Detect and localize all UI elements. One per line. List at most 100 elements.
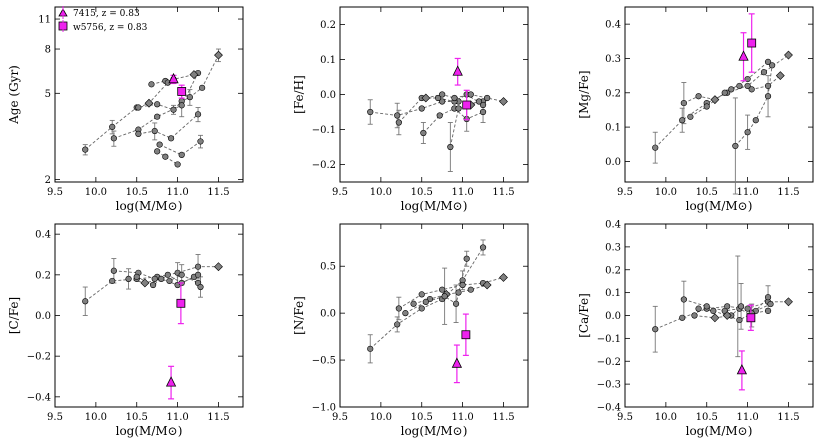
xtick-label: 10.0 xyxy=(85,187,107,198)
ytick-label: 0.3 xyxy=(605,54,621,65)
sample-point xyxy=(162,153,169,160)
sample-point xyxy=(451,94,458,102)
sample-point xyxy=(479,108,487,116)
sample-point xyxy=(680,296,687,303)
xtick-label: 10.5 xyxy=(126,187,148,198)
plot-frame-nfe xyxy=(339,223,529,408)
ytick-label: 0.0 xyxy=(320,90,336,101)
plot-frame-age xyxy=(54,6,244,183)
sample-point xyxy=(109,123,116,131)
ytick-label: −0.2 xyxy=(312,160,336,171)
ytick-label: −0.5 xyxy=(312,356,336,367)
sample-point xyxy=(151,275,158,283)
sample-point xyxy=(652,326,659,333)
sample-point xyxy=(410,300,417,307)
xtick-label: 10.0 xyxy=(85,412,107,423)
sample-track-line xyxy=(734,65,773,147)
ytick-label: 0.4 xyxy=(605,220,621,231)
sample-point xyxy=(764,82,772,90)
sample-point xyxy=(479,244,487,251)
sample-point xyxy=(736,82,743,90)
ytick-label: −0.4 xyxy=(27,392,51,403)
sample-point xyxy=(154,148,161,155)
ytick-label: 0.2 xyxy=(320,20,336,31)
plot-frame-cafe xyxy=(624,223,814,408)
sample-point xyxy=(695,305,702,312)
sample-point xyxy=(418,105,425,112)
sample-point xyxy=(744,305,751,312)
sample-point xyxy=(166,277,173,285)
sample-point xyxy=(178,271,185,278)
sample-point xyxy=(148,81,155,88)
ytick-label: 0.0 xyxy=(605,157,621,168)
panel-feh: 9.5 10.0 10.5 11.0 11.5 −0.2 −0.1 0.0 0.1 0.2 log(… xyxy=(292,6,529,213)
xtick-label: 11.5 xyxy=(492,412,514,423)
sample-point xyxy=(422,298,429,305)
sample-point xyxy=(167,135,175,142)
sample-point xyxy=(769,62,776,69)
sample-point xyxy=(459,281,466,289)
sample-point xyxy=(475,98,483,105)
sample-point xyxy=(149,281,157,289)
xtick-label: 11.5 xyxy=(777,187,799,198)
sample-point xyxy=(199,84,206,91)
sample-point xyxy=(164,271,171,278)
xtick-label: 10.5 xyxy=(411,187,433,198)
sample-point xyxy=(441,293,448,300)
sample-diamond-point xyxy=(214,262,223,272)
sample-point xyxy=(679,314,686,321)
xtick-label: 10.0 xyxy=(655,187,677,198)
sample-point xyxy=(109,277,116,285)
sample-point xyxy=(737,303,745,310)
panel-cafe: 9.5 10.0 10.5 11.0 11.5 −0.4 −0.3 −0.2 −0.1 0.0 0.… xyxy=(577,220,814,438)
target-7415-marker xyxy=(452,65,463,76)
sample-point xyxy=(151,127,158,135)
ytick-label: 0.5 xyxy=(320,262,336,273)
sample-point xyxy=(484,94,491,102)
xtick-label: 10.5 xyxy=(696,412,718,423)
sample-point xyxy=(452,300,460,307)
ytick-label: 5 xyxy=(45,89,51,100)
sample-point xyxy=(402,310,409,317)
ytick-label: 0.0 xyxy=(35,311,51,322)
sample-point xyxy=(194,271,202,278)
target-7415-marker xyxy=(168,72,179,84)
sample-point xyxy=(652,144,659,151)
xtick-label: 10.0 xyxy=(655,412,677,423)
target-w5756-marker xyxy=(746,313,756,323)
sample-point xyxy=(394,112,401,119)
sample-track-line xyxy=(654,54,789,149)
panel-nfe: 9.5 10.0 10.5 11.0 11.5 −1.0 −0.5 0.0 0.5 log(M/M… xyxy=(292,223,529,438)
ytick-label: −0.4 xyxy=(597,403,621,414)
ytick-label: 0.2 xyxy=(35,270,51,281)
xtick-label: 10.0 xyxy=(370,187,392,198)
ytick-label: 0.4 xyxy=(35,230,51,241)
sample-diamond-point xyxy=(710,313,720,323)
sample-point xyxy=(764,93,772,100)
sample-diamond-point xyxy=(784,297,793,307)
x-axis-label: log(M/M⊙) xyxy=(116,199,183,213)
ytick-label: 0.1 xyxy=(605,123,621,134)
sample-track-line xyxy=(138,113,199,139)
sample-diamond-point xyxy=(499,273,508,282)
sample-point xyxy=(744,82,751,90)
sample-point xyxy=(395,305,402,312)
xtick-label: 11.0 xyxy=(736,187,758,198)
sample-point xyxy=(721,89,728,96)
legend-label-w5756: w5756, z = 0.83 xyxy=(73,23,148,33)
sample-diamond-point xyxy=(499,97,508,106)
sample-point xyxy=(197,283,204,291)
sample-point xyxy=(197,138,204,145)
target-7415-marker xyxy=(738,50,749,61)
x-axis-label: log(M/M⊙) xyxy=(116,424,183,438)
target-w5756-marker xyxy=(462,100,472,110)
sample-point xyxy=(703,103,710,110)
sample-point xyxy=(186,94,193,101)
sample-point xyxy=(439,91,446,98)
sample-point xyxy=(125,275,132,283)
ytick-label: 0.0 xyxy=(320,309,336,320)
sample-point xyxy=(367,108,374,116)
sample-point xyxy=(744,129,751,136)
legend-label-7415: 7415, z = 0.83 xyxy=(73,9,140,19)
sample-point xyxy=(135,130,142,137)
